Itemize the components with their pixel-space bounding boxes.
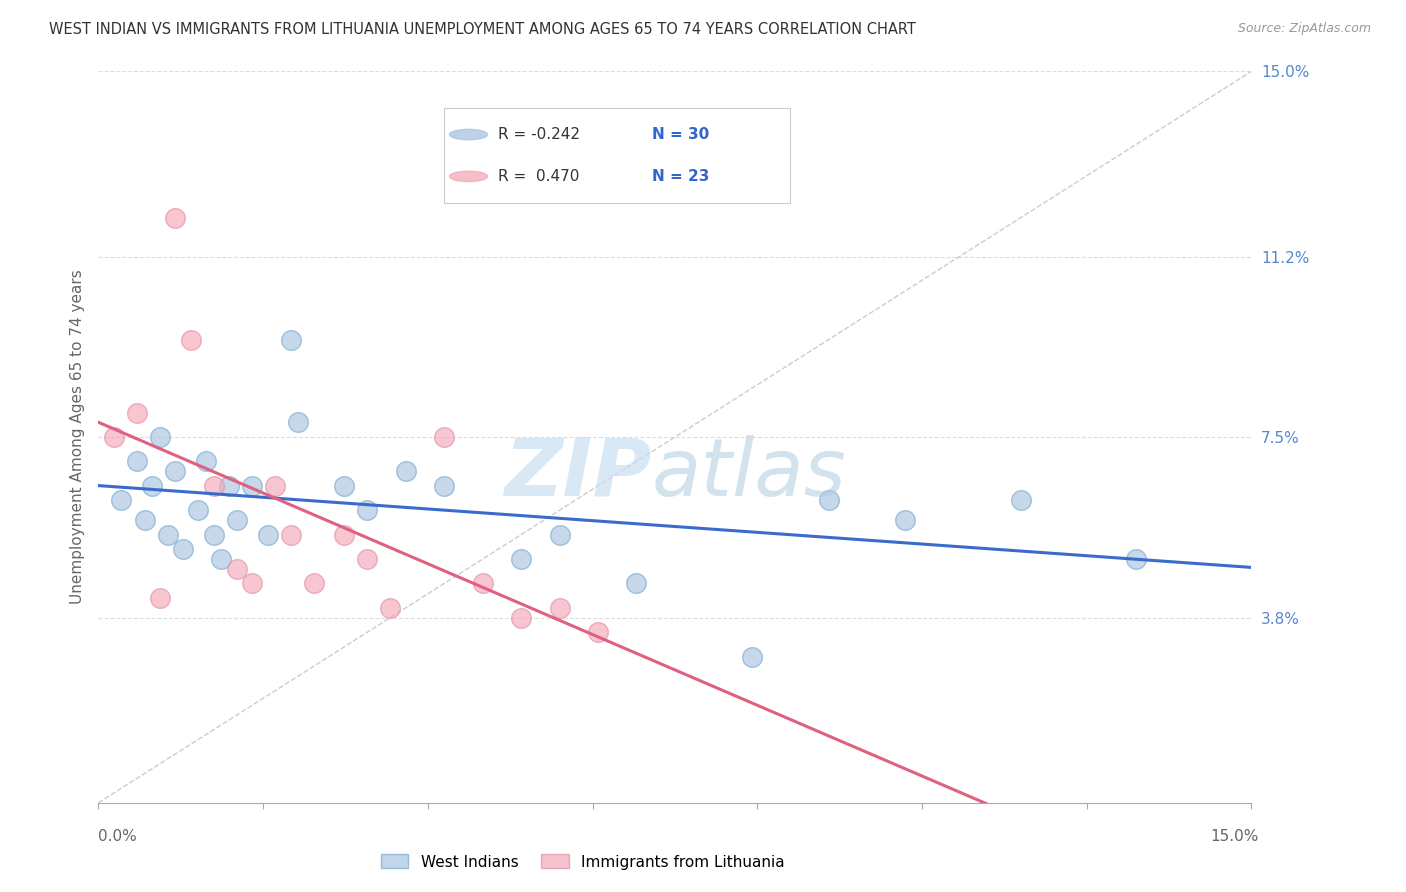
Point bbox=[141, 479, 163, 493]
Point bbox=[1010, 493, 1032, 508]
Point bbox=[433, 430, 456, 444]
Point bbox=[356, 552, 378, 566]
Text: WEST INDIAN VS IMMIGRANTS FROM LITHUANIA UNEMPLOYMENT AMONG AGES 65 TO 74 YEARS : WEST INDIAN VS IMMIGRANTS FROM LITHUANIA… bbox=[49, 22, 917, 37]
Point bbox=[202, 479, 225, 493]
Point bbox=[395, 464, 418, 478]
Point bbox=[356, 503, 378, 517]
Point bbox=[817, 493, 839, 508]
Point bbox=[240, 479, 263, 493]
Point bbox=[156, 527, 179, 541]
Point bbox=[280, 333, 302, 347]
Point bbox=[103, 430, 125, 444]
Point bbox=[510, 552, 533, 566]
Point bbox=[302, 576, 325, 591]
Point bbox=[202, 527, 225, 541]
Point bbox=[195, 454, 218, 468]
Point bbox=[172, 542, 194, 557]
Point bbox=[626, 576, 648, 591]
Point bbox=[110, 493, 132, 508]
Point bbox=[256, 527, 278, 541]
Point bbox=[218, 479, 240, 493]
Point bbox=[741, 649, 763, 664]
Point bbox=[380, 600, 402, 615]
Point bbox=[125, 406, 148, 420]
Point bbox=[471, 576, 494, 591]
Point bbox=[180, 333, 202, 347]
Point bbox=[125, 454, 148, 468]
Point bbox=[149, 430, 172, 444]
Point bbox=[149, 591, 172, 605]
Point bbox=[510, 610, 533, 624]
Point bbox=[209, 552, 232, 566]
Point bbox=[894, 513, 917, 527]
Point bbox=[433, 479, 456, 493]
Point bbox=[165, 211, 187, 225]
Text: Source: ZipAtlas.com: Source: ZipAtlas.com bbox=[1237, 22, 1371, 36]
Point bbox=[586, 625, 609, 640]
Point bbox=[134, 513, 156, 527]
Point bbox=[548, 600, 571, 615]
Point bbox=[333, 527, 356, 541]
Legend: West Indians, Immigrants from Lithuania: West Indians, Immigrants from Lithuania bbox=[374, 848, 790, 876]
Point bbox=[187, 503, 209, 517]
Text: ZIP: ZIP bbox=[505, 434, 652, 513]
Point bbox=[280, 527, 302, 541]
Point bbox=[225, 562, 247, 576]
Point bbox=[1125, 552, 1147, 566]
Text: atlas: atlas bbox=[652, 434, 846, 513]
Point bbox=[264, 479, 287, 493]
Y-axis label: Unemployment Among Ages 65 to 74 years: Unemployment Among Ages 65 to 74 years bbox=[69, 269, 84, 605]
Text: 0.0%: 0.0% bbox=[98, 830, 138, 844]
Point bbox=[240, 576, 263, 591]
Point bbox=[287, 416, 309, 430]
Text: 15.0%: 15.0% bbox=[1211, 830, 1258, 844]
Point bbox=[333, 479, 356, 493]
Point bbox=[165, 464, 187, 478]
Point bbox=[225, 513, 247, 527]
Point bbox=[548, 527, 571, 541]
